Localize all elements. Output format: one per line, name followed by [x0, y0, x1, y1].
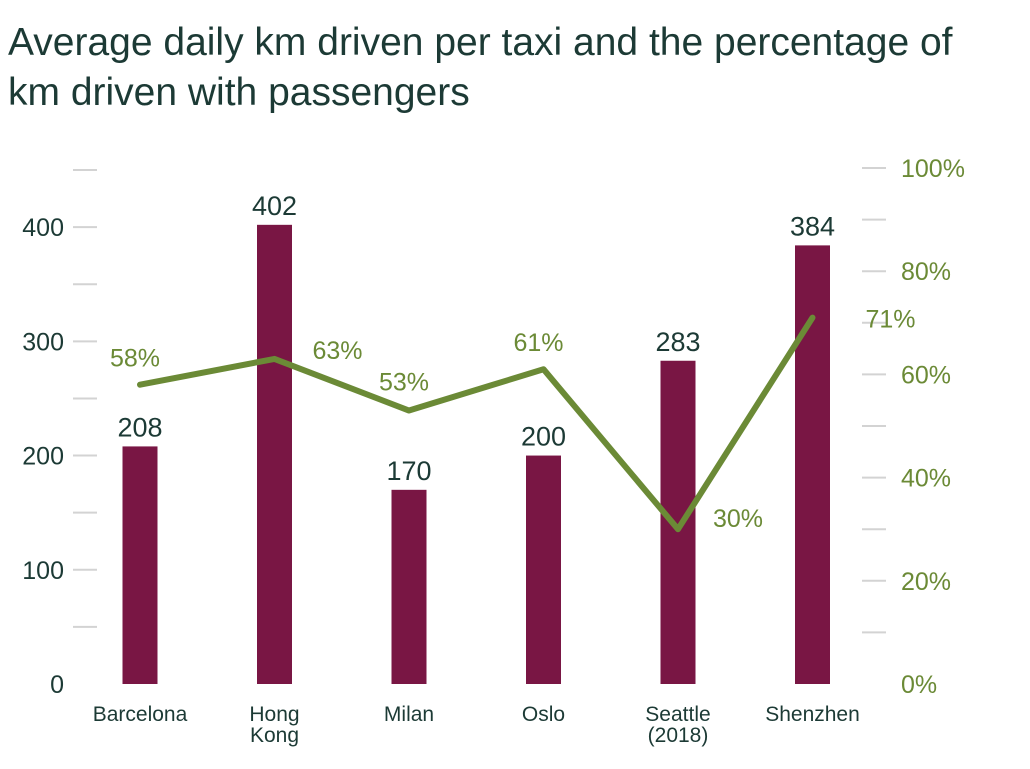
percentage-line — [137, 314, 816, 533]
category-label-line: Barcelona — [93, 703, 188, 726]
category-label-line: Shenzhen — [765, 703, 860, 726]
bar-value-label: 402 — [252, 191, 297, 221]
line-value-label: 30% — [713, 505, 763, 533]
bar — [391, 489, 427, 684]
right-axis-tick-label: 80% — [901, 258, 951, 286]
left-axis-tick-label: 0 — [50, 671, 64, 699]
left-axis-tick-label: 300 — [22, 328, 64, 356]
left-axis-tick-label: 400 — [22, 214, 64, 242]
right-axis-tick-label: 40% — [901, 465, 951, 493]
bar-value-label: 283 — [655, 327, 700, 357]
category-label-line: Kong — [250, 724, 299, 747]
left-axis-tick-label: 200 — [22, 443, 64, 471]
bar — [122, 446, 158, 684]
right-axis-tick-label: 0% — [901, 671, 937, 699]
category-label: Oslo — [522, 703, 565, 726]
bar — [660, 360, 696, 684]
bar-value-label: 200 — [521, 422, 566, 452]
line-value-label: 63% — [312, 337, 362, 365]
category-label-line: Milan — [384, 703, 434, 726]
category-label: Shenzhen — [765, 703, 860, 726]
category-label: Hong Kong — [249, 703, 299, 747]
bar-value-label: 170 — [386, 456, 431, 486]
category-label: Seattle (2018) — [645, 703, 710, 747]
right-axis-tick-label: 60% — [901, 361, 951, 389]
bar — [795, 245, 830, 685]
chart-title: Average daily km driven per taxi and the… — [8, 21, 953, 114]
line-value-label: 61% — [513, 329, 563, 357]
bar-value-label: 384 — [790, 211, 835, 241]
category-label-line: (2018) — [648, 724, 709, 747]
line-value-label: 71% — [865, 306, 915, 334]
category-label: Barcelona — [93, 703, 188, 726]
right-axis-tick-label: 100% — [901, 155, 965, 183]
bar-value-label: 208 — [117, 412, 162, 442]
category-label-line: Oslo — [522, 703, 565, 726]
bar — [526, 455, 561, 684]
category-label: Milan — [384, 703, 434, 726]
category-label-line: Hong — [249, 703, 299, 726]
right-axis-tick-label: 20% — [901, 568, 951, 596]
line-value-label: 58% — [110, 345, 160, 373]
bar — [257, 224, 292, 684]
left-axis-tick-label: 100 — [22, 557, 64, 585]
category-label-line: Seattle — [645, 703, 710, 726]
line-value-label: 53% — [379, 369, 429, 397]
